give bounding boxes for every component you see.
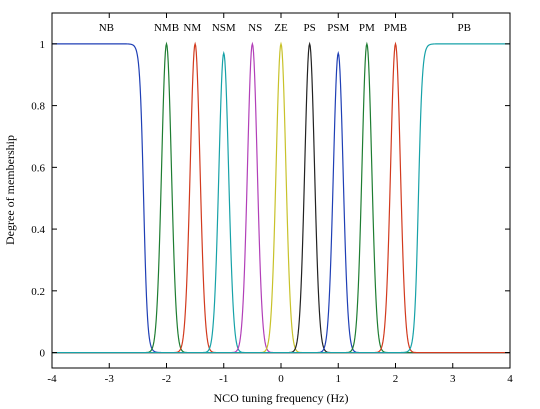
x-tick-label: 3 xyxy=(450,373,456,385)
x-tick-label: -3 xyxy=(105,373,115,385)
set-label-psm: PSM xyxy=(327,22,349,34)
y-tick-label: 1 xyxy=(40,39,46,51)
x-tick-label: 1 xyxy=(336,373,342,385)
y-tick-label: 0 xyxy=(40,348,46,360)
set-label-nm: NM xyxy=(183,22,201,34)
x-tick-label: -4 xyxy=(47,373,57,385)
x-axis-label: NCO tuning frequency (Hz) xyxy=(214,391,349,405)
set-labels-layer: NB NMB NM NSM NS ZE PS PSM PM PMB PB xyxy=(99,22,471,34)
x-tick-label: 4 xyxy=(507,373,513,385)
y-axis-label: Degree of membership xyxy=(3,135,17,245)
x-tick-label: 0 xyxy=(278,373,284,385)
ticks-layer: -4 -3 -2 -1 0 1 2 3 4 0 0.2 0.4 0.6 0.8 1 xyxy=(31,13,513,385)
set-label-pm: PM xyxy=(359,22,375,34)
set-label-ps: PS xyxy=(304,22,316,34)
x-tick-label: -2 xyxy=(162,373,171,385)
y-tick-label: 0.8 xyxy=(31,101,45,113)
x-tick-label: 2 xyxy=(393,373,399,385)
set-label-nsm: NSM xyxy=(212,22,236,34)
set-label-nmb: NMB xyxy=(154,22,179,34)
x-tick-label: -1 xyxy=(219,373,228,385)
curves-layer xyxy=(52,41,510,354)
series-pb-line xyxy=(52,43,510,354)
y-tick-label: 0.6 xyxy=(31,162,45,174)
y-tick-label: 0.2 xyxy=(31,286,45,298)
set-label-ns: NS xyxy=(248,22,262,34)
set-label-ze: ZE xyxy=(274,22,288,34)
set-label-pb: PB xyxy=(457,22,470,34)
set-label-pmb: PMB xyxy=(384,22,407,34)
y-tick-label: 0.4 xyxy=(31,224,45,236)
set-label-nb: NB xyxy=(99,22,114,34)
